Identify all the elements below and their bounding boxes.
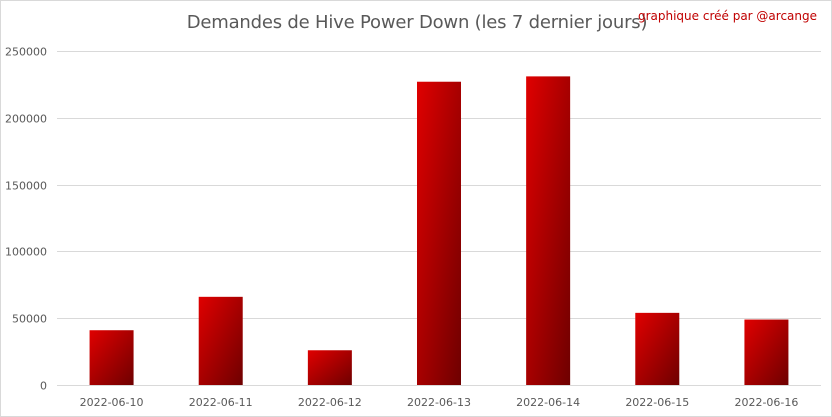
- x-tick-label: 2022-06-10: [80, 396, 144, 409]
- bar: [417, 81, 461, 385]
- x-tick-label: 2022-06-15: [625, 396, 689, 409]
- bar: [526, 76, 571, 385]
- bar: [89, 330, 134, 385]
- chart-credit-annotation: graphique créé par @arcange: [637, 9, 817, 23]
- x-tick-label: 2022-06-16: [734, 396, 798, 409]
- x-tick-label: 2022-06-11: [189, 396, 253, 409]
- y-axis-tick-labels: 0 50000 100000 150000 200000 250000: [5, 46, 47, 393]
- y-tick-label: 100000: [5, 246, 47, 259]
- x-axis-tick-labels: 2022-06-10 2022-06-11 2022-06-12 2022-06-13…: [80, 396, 799, 409]
- y-tick-label: 50000: [12, 313, 47, 326]
- y-tick-label: 0: [40, 380, 47, 393]
- x-tick-label: 2022-06-12: [298, 396, 362, 409]
- bar: [307, 350, 352, 385]
- x-tick-label: 2022-06-14: [516, 396, 580, 409]
- gridlines: [57, 51, 821, 386]
- y-tick-label: 150000: [5, 180, 47, 193]
- bars: [89, 76, 789, 385]
- chart-title: Demandes de Hive Power Down (les 7 derni…: [186, 12, 648, 33]
- bar: [635, 312, 680, 385]
- y-tick-label: 200000: [5, 113, 47, 126]
- x-tick-label: 2022-06-13: [407, 396, 471, 409]
- y-tick-label: 250000: [5, 46, 47, 59]
- bar: [744, 319, 789, 385]
- bar: [198, 296, 243, 385]
